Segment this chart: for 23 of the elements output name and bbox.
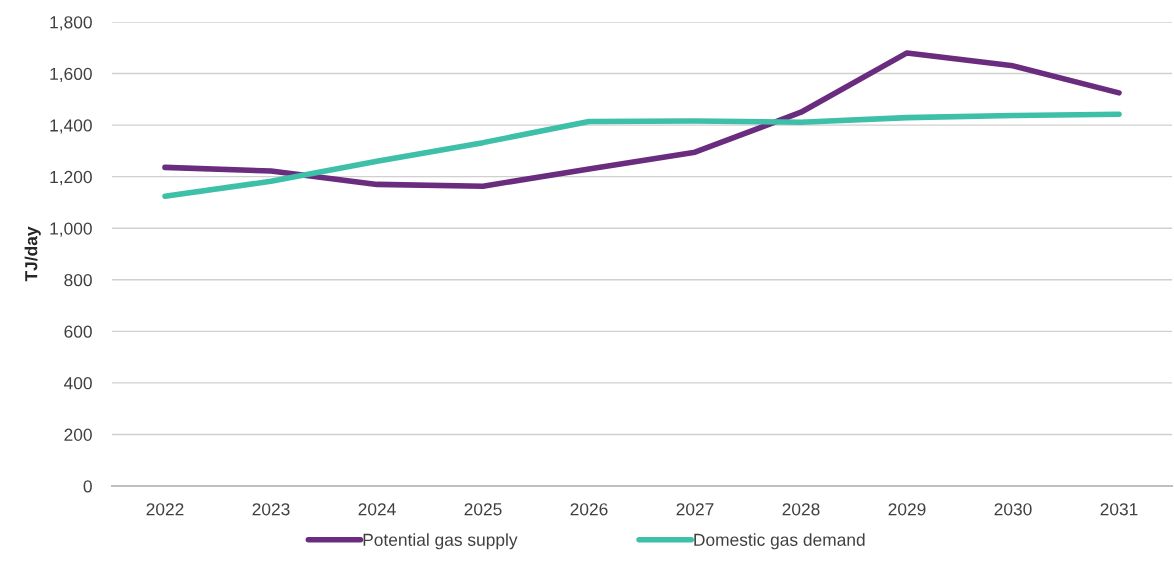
x-tick-label: 2024	[358, 503, 396, 516]
x-tick-label: 2030	[994, 503, 1032, 516]
x-tick-label: 2027	[676, 503, 714, 516]
y-tick-label: 1,000	[50, 222, 92, 237]
y-tick-label: 1,400	[50, 119, 92, 134]
y-tick-label: 400	[63, 377, 92, 390]
x-tick-label: 2029	[888, 503, 926, 516]
x-tick-label: 2031	[1100, 503, 1138, 516]
legend-label: Domestic gas demand	[694, 533, 865, 550]
y-tick-label: 1,200	[50, 170, 92, 186]
y-axis-title: TJ/day	[24, 226, 41, 282]
y-tick-label: 1,800	[50, 16, 92, 31]
x-tick-label: 2026	[570, 503, 608, 516]
y-tick-label: 0	[83, 480, 92, 493]
y-tick-label: 1,600	[50, 67, 92, 83]
x-tick-label: 2025	[464, 503, 502, 516]
x-tick-label: 2022	[146, 503, 184, 516]
x-tick-label: 2023	[252, 503, 290, 516]
x-tick-label: 2028	[782, 503, 820, 516]
y-tick-label: 800	[64, 273, 92, 287]
legend-label: Potential gas supply	[363, 533, 518, 550]
y-tick-label: 200	[64, 428, 92, 441]
y-tick-label: 600	[64, 325, 92, 338]
